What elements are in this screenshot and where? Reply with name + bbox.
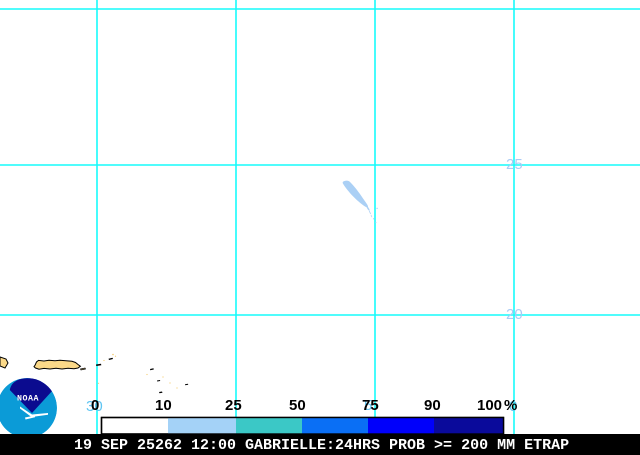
svg-text:NOAA: NOAA xyxy=(17,395,39,404)
